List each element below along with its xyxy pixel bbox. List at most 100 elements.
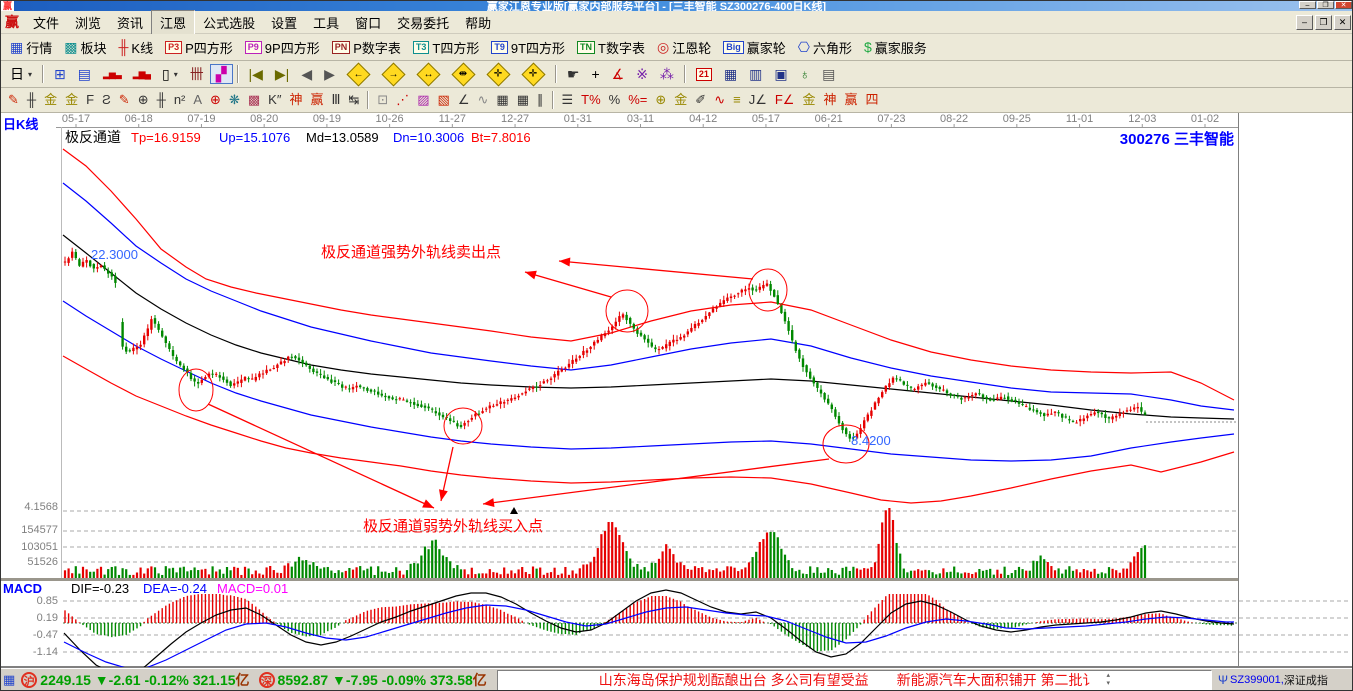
draw-ruler-icon[interactable]: ☰ (561, 92, 574, 107)
draw-gold3-icon[interactable]: 金 (674, 92, 688, 107)
crosshair-tool-icon[interactable]: + (591, 66, 600, 82)
t-table-button[interactable]: TN T数字表 (571, 36, 651, 59)
draw-shen-grid-icon[interactable]: 神 (289, 92, 303, 107)
draw-grid2-icon[interactable]: ╫ (156, 92, 166, 107)
menu-item-设置[interactable]: 设置 (271, 15, 298, 31)
draw-tpct-icon[interactable]: T% (581, 92, 601, 107)
menu-item-帮助[interactable]: 帮助 (465, 15, 492, 31)
gann-wheel-button[interactable]: ◎ 江恩轮 (657, 39, 712, 56)
sectors-button[interactable]: ▩ 板块 (64, 39, 107, 56)
draw-gold-angle-icon[interactable]: 金 (802, 92, 816, 107)
menu-item-文件[interactable]: 文件 (33, 15, 60, 31)
draw-box-icon[interactable]: ⊡ (377, 92, 389, 107)
draw-span-icon[interactable]: ↹ (348, 92, 360, 107)
shift-left-icon[interactable]: ← (341, 61, 376, 87)
prev-bar-icon[interactable]: ◀ (301, 66, 313, 82)
chart-area[interactable]: 05-17 06-18 07-19 08-20 09-19 10-26 11-27 12-27… (1, 113, 1353, 667)
draw-gold-grid-icon[interactable]: 金 (44, 92, 58, 107)
draw-wave-icon[interactable]: ∿ (477, 92, 489, 107)
draw-a-slash-icon[interactable]: A (193, 92, 203, 107)
kline-chart-svg[interactable]: 05-17 06-18 07-19 08-20 09-19 10-26 11-27 12-27… (1, 113, 1353, 667)
draw-redwave-icon[interactable]: ∿ (714, 92, 726, 107)
draw-web-icon[interactable]: ▩ (247, 92, 261, 107)
draw-target-icon[interactable]: ⊕ (210, 92, 221, 107)
draw-hatch-icon[interactable]: ▨ (417, 92, 430, 107)
ninep-square-button[interactable]: P9 9P四方形 (239, 36, 326, 59)
menu-item-窗口[interactable]: 窗口 (355, 15, 382, 31)
menu-item-交易委托[interactable]: 交易委托 (397, 15, 450, 31)
calculator-icon[interactable]: ▦ (723, 66, 738, 82)
winner-wheel-button[interactable]: Big 赢家轮 (717, 36, 792, 59)
draw-grid-icon[interactable]: ╫ (26, 92, 37, 107)
draw-fan-icon[interactable]: ⋰ (396, 92, 410, 107)
draw-f-grid-icon[interactable]: F (86, 92, 95, 107)
compress-h-icon[interactable]: ⇹ (446, 61, 481, 87)
center-view-icon[interactable]: ✛ (481, 61, 516, 87)
mdi-close-button[interactable]: ✕ (1334, 14, 1351, 30)
expand-h-icon[interactable]: ↔ (411, 61, 446, 87)
draw-gold-grid2-icon[interactable]: 金 (65, 92, 79, 107)
draw-f-angle-icon[interactable]: F∠ (774, 92, 795, 107)
draw-pcteq-icon[interactable]: %= (628, 92, 648, 107)
p-table-button[interactable]: PN P数字表 (326, 36, 407, 59)
mdi-minimize-button[interactable]: – (1296, 14, 1313, 30)
hexagon-button[interactable]: ⎔ 六角形 (797, 39, 852, 56)
window-layout-icon[interactable]: ⊞ (54, 66, 66, 82)
draw-star-icon[interactable]: ❋ (228, 92, 240, 107)
draw-k2-icon[interactable]: K″ (268, 92, 282, 107)
t-square-button[interactable]: T3 T四方形 (407, 36, 485, 59)
period-day-selector[interactable]: 日 ▾ (10, 66, 33, 82)
close-button[interactable]: ✕ (1335, 1, 1352, 9)
p-square-button[interactable]: P3 P四方形 (159, 36, 239, 59)
menu-item-浏览[interactable]: 浏览 (75, 15, 102, 31)
draw-gold-lines-icon[interactable]: ≡ (733, 92, 741, 107)
index-ticker[interactable]: Ψ SZ399001, 深证成指 (1216, 672, 1352, 688)
menu-item-公式选股[interactable]: 公式选股 (203, 15, 256, 31)
menu-item-工具[interactable]: 工具 (313, 15, 340, 31)
measure-tool-icon[interactable]: ∡ (611, 66, 625, 82)
menu-item-江恩[interactable]: 江恩 (151, 9, 196, 35)
restore-button[interactable]: ❐ (1317, 1, 1334, 9)
draw-net2-icon[interactable]: ▦ (516, 92, 529, 107)
draw-pencil-icon[interactable]: ✎ (8, 92, 19, 107)
color-chart-icon[interactable]: ▞ (209, 64, 233, 84)
draw-angle-icon[interactable]: ∠ (457, 92, 470, 107)
draw-shen-angle-icon[interactable]: 神 (823, 92, 837, 107)
minimize-button[interactable]: – (1299, 1, 1316, 9)
ornament-tool-icon[interactable]: ※ (636, 66, 648, 82)
quote-table-icon[interactable]: ▦ (3, 672, 16, 687)
news-ticker[interactable]: 山东海岛保护规划酝酿出台 多公司有望受益 新能源汽车大面积铺开 第二批讠 ▴ ▾ (496, 669, 1212, 690)
last-bar-icon[interactable]: ▶| (274, 66, 290, 82)
draw-pct-icon[interactable]: % (608, 92, 621, 107)
draw-n2-icon[interactable]: n² (173, 92, 186, 107)
mdi-restore-button[interactable]: ❐ (1315, 14, 1332, 30)
draw-spiral-icon[interactable]: Ƨ (102, 92, 111, 107)
gann-mark-icon[interactable]: 卌 (189, 66, 204, 82)
draw-net-icon[interactable]: ▦ (496, 92, 509, 107)
draw-win-grid-icon[interactable]: 赢 (310, 92, 324, 107)
draw-four-angle-icon[interactable]: 四 (865, 92, 879, 107)
network-icon[interactable]: ♁ (799, 66, 811, 82)
shift-right-icon[interactable]: → (376, 61, 411, 87)
draw-count-icon[interactable]: Ⅲ (331, 92, 341, 107)
bars-3-icon[interactable]: ▂▅▃ (102, 69, 122, 79)
draw-slashes-icon[interactable]: ∥ (537, 92, 544, 107)
menu-item-资讯[interactable]: 资讯 (117, 15, 144, 31)
pattern-tool-icon[interactable]: ⁂ (659, 66, 674, 82)
candle-type-icon[interactable]: ▯ ▾ (161, 66, 178, 82)
bars-9-icon[interactable]: ▂▆▄ (132, 69, 151, 79)
draw-pen2-icon[interactable]: ✐ (695, 92, 707, 107)
news-scroll-arrows[interactable]: ▴ ▾ (1106, 672, 1111, 687)
save-icon[interactable]: ▣ (774, 66, 788, 82)
calendar-icon[interactable]: 21 (690, 66, 718, 83)
draw-j-angle-icon[interactable]: J∠ (748, 92, 767, 107)
next-bar-icon[interactable]: ▶ (324, 66, 335, 82)
print-icon[interactable]: ▤ (822, 66, 836, 82)
first-bar-icon[interactable]: |◀ (248, 66, 263, 82)
fit-view-icon[interactable]: ✛ (516, 61, 551, 87)
info-list-icon[interactable]: ▤ (77, 66, 91, 82)
draw-win-angle-icon[interactable]: 赢 (844, 92, 858, 107)
ninet-square-button[interactable]: T9 9T四方形 (485, 36, 571, 59)
hand-tool-icon[interactable]: ☛ (566, 66, 580, 82)
draw-circle-grid-icon[interactable]: ⊕ (137, 92, 149, 107)
